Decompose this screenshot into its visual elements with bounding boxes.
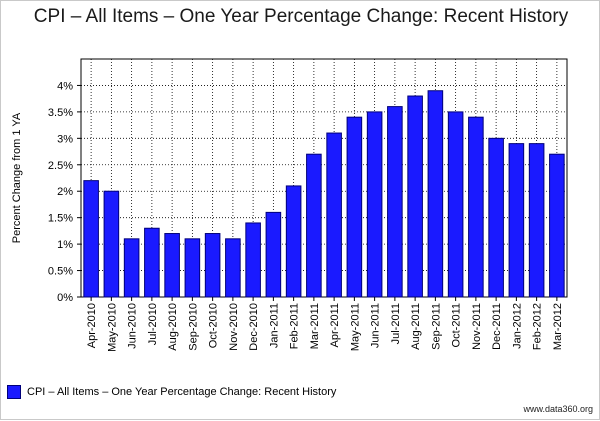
watermark: www.data360.org <box>523 404 593 414</box>
bar <box>103 190 120 298</box>
bar <box>326 132 342 298</box>
x-tick-label: Apr-2011 <box>329 303 341 347</box>
bar <box>427 90 444 298</box>
x-tick-label: Nov-2010 <box>228 303 240 351</box>
bar <box>306 153 322 298</box>
x-tick-label: Jan-2011 <box>268 303 280 348</box>
legend: CPI – All Items – One Year Percentage Ch… <box>7 385 336 399</box>
bar <box>528 143 545 298</box>
bar <box>549 153 565 298</box>
y-tick-label: 2.5% <box>48 160 73 172</box>
y-tick-label: 0% <box>57 292 73 304</box>
bar <box>265 211 282 298</box>
x-tick-label: Jul-2011 <box>390 303 402 344</box>
x-tick-label: Aug-2010 <box>167 303 179 351</box>
x-tick-label: Sep-2010 <box>187 303 199 351</box>
bar <box>83 180 99 298</box>
x-tick-label: Sep-2011 <box>430 303 442 350</box>
x-tick-label: Nov-2011 <box>471 303 483 350</box>
x-tick-label: May-2010 <box>106 303 118 352</box>
x-tick-label: May-2011 <box>349 303 361 351</box>
x-tick-label: Jul-2010 <box>147 303 159 345</box>
plot-area <box>80 58 568 298</box>
x-tick-label: Dec-2010 <box>248 303 260 351</box>
x-tick-label: Feb-2011 <box>289 303 301 349</box>
x-tick-label: Feb-2012 <box>532 303 544 350</box>
x-tick-label: Oct-2010 <box>208 303 220 348</box>
y-tick-label: 2% <box>57 186 73 198</box>
y-tick-label: 1% <box>57 239 73 251</box>
x-tick-label: Mar-2012 <box>552 303 564 350</box>
bar <box>204 233 221 298</box>
y-tick-label: 3.5% <box>48 107 73 119</box>
x-tick-label: Apr-2010 <box>86 303 98 348</box>
bar <box>366 111 383 298</box>
bar <box>144 227 160 298</box>
x-tick-label: Oct-2011 <box>451 303 463 347</box>
bar <box>488 137 504 298</box>
bar <box>285 185 302 298</box>
bar <box>387 106 403 298</box>
y-tick-label: 3% <box>57 133 73 145</box>
x-tick-label: Jan-2012 <box>511 303 523 349</box>
bar <box>225 238 241 298</box>
y-tick-label: 0.5% <box>48 266 73 278</box>
x-tick-label: Dec-2011 <box>491 303 503 350</box>
bar <box>245 222 261 298</box>
x-tick-label: Aug-2011 <box>410 303 422 350</box>
bar <box>184 238 201 298</box>
chart-title: CPI – All Items – One Year Percentage Ch… <box>33 6 569 27</box>
bar <box>164 233 180 298</box>
bar <box>346 116 363 298</box>
bar <box>123 238 140 298</box>
y-tick-label: 1.5% <box>48 213 73 225</box>
bar <box>468 116 484 298</box>
x-tick-label: Jun-2011 <box>370 303 382 348</box>
y-tick-label: 4% <box>57 80 73 92</box>
x-tick-label: Jun-2010 <box>127 303 139 349</box>
legend-label: CPI – All Items – One Year Percentage Ch… <box>27 386 337 398</box>
bar <box>447 111 464 298</box>
bar <box>407 95 423 298</box>
y-axis-label: Percent Change from 1 YA <box>11 112 23 243</box>
legend-swatch <box>7 385 21 399</box>
bar <box>508 143 525 298</box>
x-tick-label: Mar-2011 <box>309 303 321 349</box>
